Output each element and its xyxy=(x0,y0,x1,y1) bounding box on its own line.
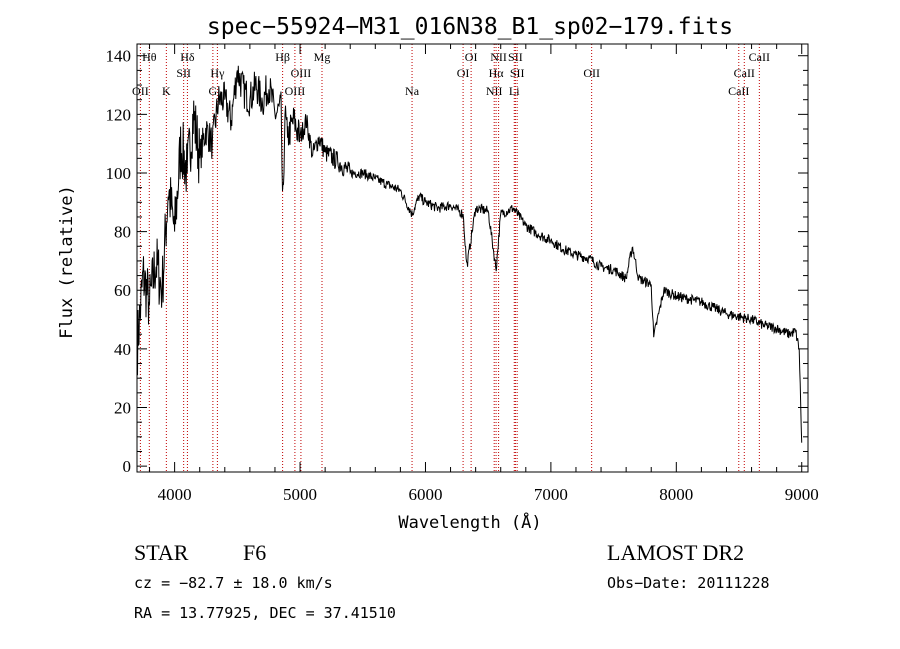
y-tick-label: 40 xyxy=(114,340,131,359)
line-marker-label: Na xyxy=(405,84,420,98)
line-marker-label: OII xyxy=(132,84,149,98)
x-tick-label: 8000 xyxy=(659,485,693,504)
line-marker-label: Hγ xyxy=(210,66,225,80)
coordinates-readout: RA = 13.77925, DEC = 37.41510 xyxy=(134,604,396,622)
object-class: STAR xyxy=(134,540,189,565)
x-tick-label: 5000 xyxy=(283,485,317,504)
line-marker-label: Mg xyxy=(314,50,331,64)
line-marker-label: OII xyxy=(583,66,600,80)
y-axis-ticks: 0 20 40 60 80 100 120 140 xyxy=(106,47,808,476)
line-marker-label: CaII xyxy=(728,84,749,98)
x-axis-ticks: 4000 5000 6000 7000 8000 9000 xyxy=(149,44,819,504)
line-marker-label: SII xyxy=(176,66,191,80)
line-marker-label: OI xyxy=(457,66,470,80)
y-tick-label: 0 xyxy=(123,457,132,476)
emission-line-markers: OIIHθKHδSIIGHγHβOIIIOIIIMgNaOIOINIIHαNII… xyxy=(132,44,770,472)
y-tick-label: 60 xyxy=(114,281,131,300)
plot-frame xyxy=(136,43,809,473)
x-axis-label: Wavelength (Å) xyxy=(398,511,541,533)
observation-date: Obs−Date: 20111228 xyxy=(607,574,770,592)
line-marker-label: SII xyxy=(510,66,525,80)
line-marker-label: G xyxy=(209,84,218,98)
x-tick-label: 6000 xyxy=(408,485,442,504)
y-tick-label: 120 xyxy=(106,105,132,124)
survey-name: LAMOST DR2 xyxy=(607,540,745,565)
redshift-readout: cz = −82.7 ± 18.0 km/s xyxy=(134,574,333,592)
chart-title: spec−55924−M31_016N38_B1_sp02−179.fits xyxy=(207,14,733,40)
line-marker-label: NII xyxy=(486,84,503,98)
x-tick-label: 4000 xyxy=(158,485,192,504)
line-marker-label: K xyxy=(162,84,171,98)
x-tick-label: 7000 xyxy=(534,485,568,504)
line-marker-label: CaII xyxy=(749,50,770,64)
object-subclass: F6 xyxy=(243,540,267,565)
line-marker-label: NII xyxy=(490,50,507,64)
line-marker-label: Hδ xyxy=(180,50,195,64)
x-tick-label: 9000 xyxy=(785,485,819,504)
line-marker-label: OI xyxy=(465,50,478,64)
y-axis-label: Flux (relative) xyxy=(57,185,77,339)
y-tick-label: 20 xyxy=(114,399,131,418)
line-marker-label: Hβ xyxy=(275,50,290,64)
line-marker-label: Hθ xyxy=(142,50,157,64)
y-tick-label: 100 xyxy=(106,164,132,183)
line-marker-label: OIII xyxy=(285,84,306,98)
y-tick-label: 140 xyxy=(106,47,132,66)
line-marker-label: Hα xyxy=(489,66,505,80)
line-marker-label: OIII xyxy=(291,66,312,80)
spectrum-line xyxy=(136,65,803,443)
line-marker-label: Li xyxy=(509,84,520,98)
y-tick-label: 80 xyxy=(114,223,131,242)
line-marker-label: SII xyxy=(508,50,523,64)
line-marker-label: CaII xyxy=(734,66,755,80)
